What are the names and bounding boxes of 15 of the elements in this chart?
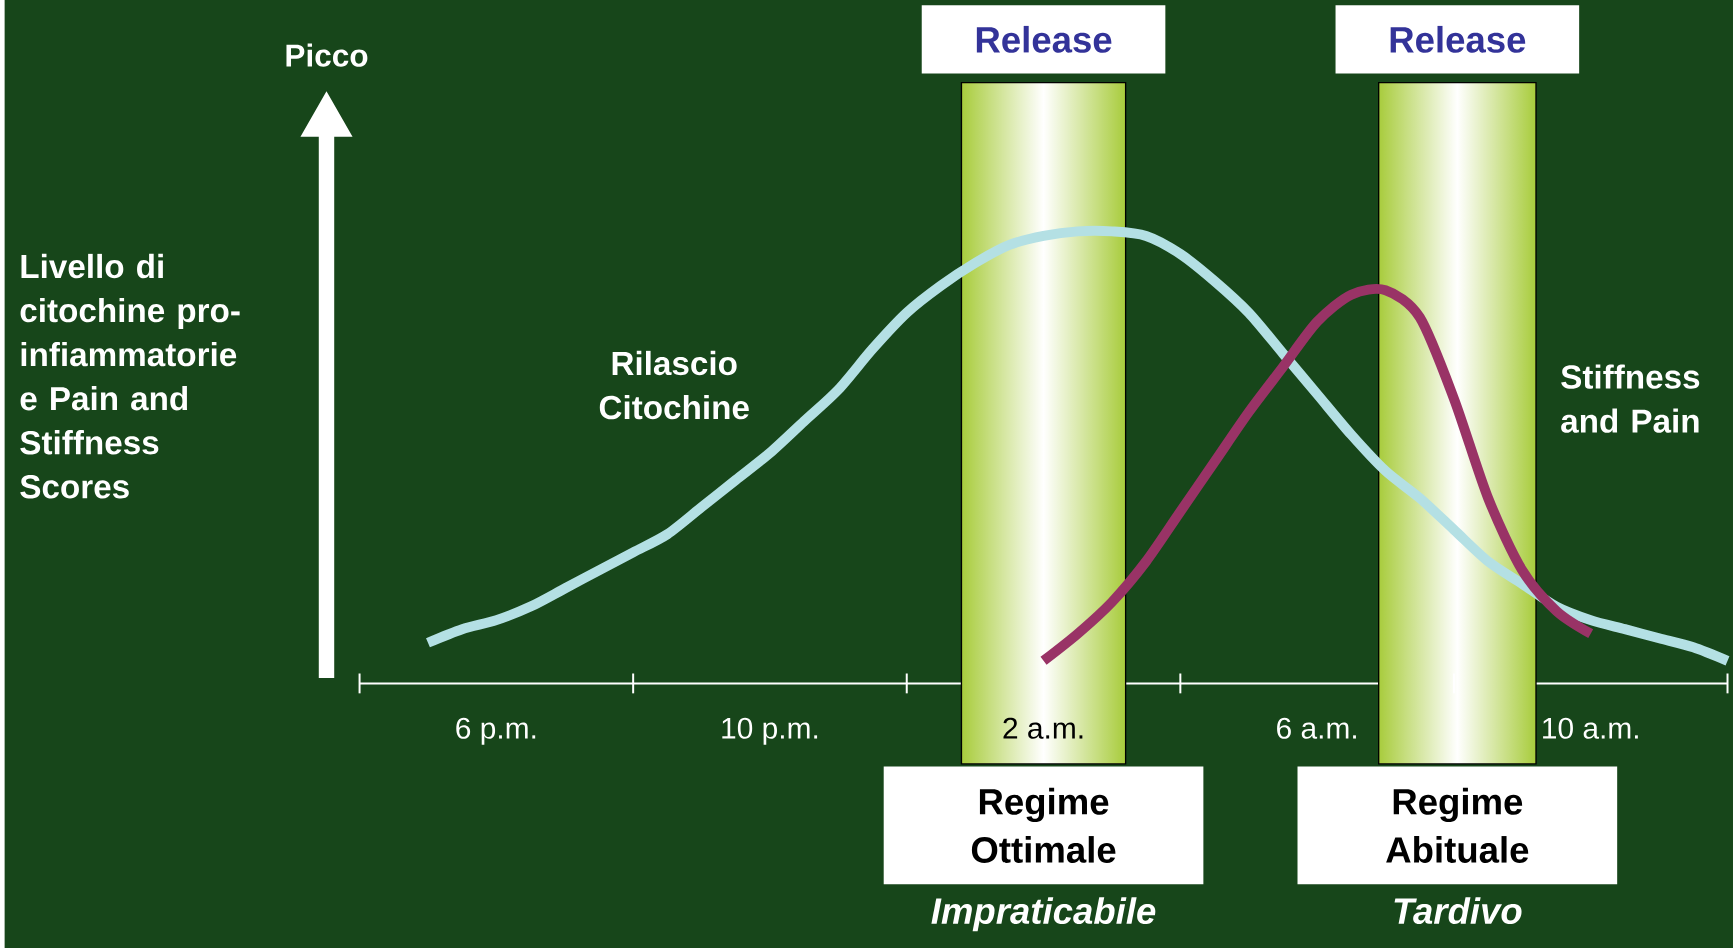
text: Release bbox=[976, 25, 1112, 53]
text: Release bbox=[1390, 25, 1526, 53]
text: Regime Ottimale bbox=[971, 787, 1116, 863]
text: Stiffness and Pain bbox=[1561, 364, 1700, 433]
x-tick-label: 10 a.m. bbox=[1543, 717, 1638, 739]
text: Tardivo bbox=[1394, 897, 1522, 925]
series-label: Rilascio Citochine bbox=[599, 350, 749, 420]
text: Regime Abituale bbox=[1386, 787, 1529, 863]
x-tick-label: 6 a.m. bbox=[1277, 717, 1356, 739]
x-tick-label: 2 a.m. bbox=[1003, 717, 1083, 739]
x-tick-label: 6 p.m. bbox=[456, 717, 536, 745]
text: Picco bbox=[286, 43, 368, 67]
y-axis-title: Livello di citochine pro-infiammatorie e Pain and Stiffness Scores bbox=[20, 253, 240, 499]
text: Impraticabile bbox=[931, 897, 1156, 932]
x-tick-label: 10 p.m. bbox=[722, 717, 818, 745]
